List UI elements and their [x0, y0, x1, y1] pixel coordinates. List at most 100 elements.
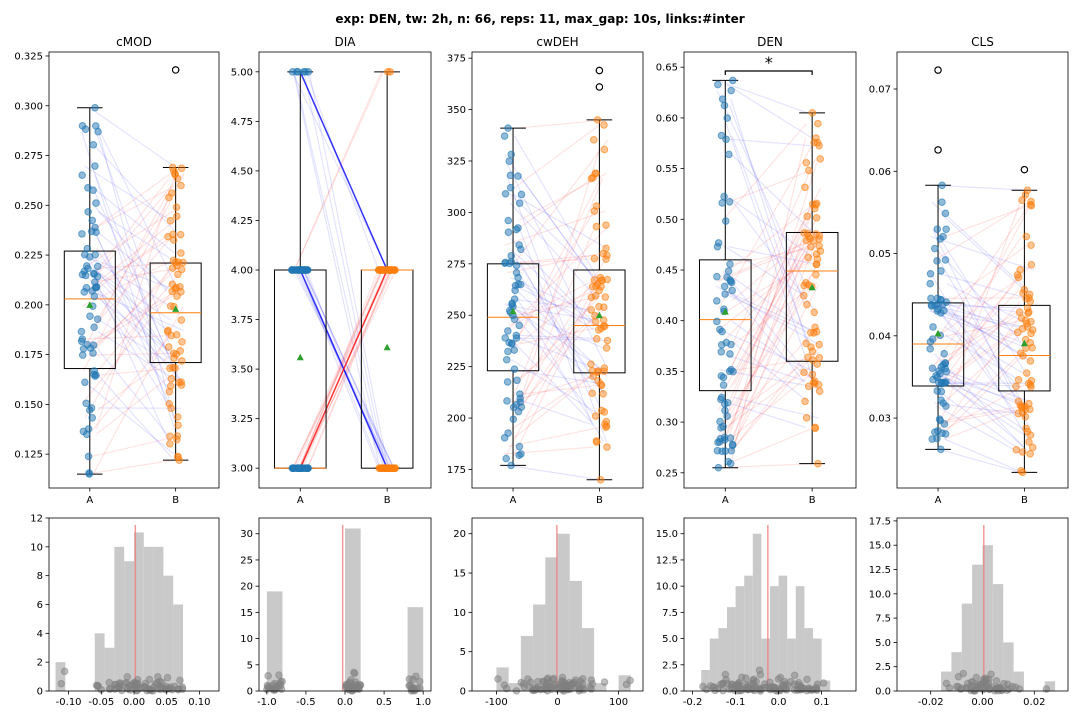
- data-point-B: [598, 325, 605, 332]
- data-point-B: [803, 340, 810, 347]
- data-point-B: [178, 250, 185, 257]
- data-point-A: [85, 453, 92, 460]
- data-point-A: [726, 151, 733, 158]
- y-tick-label: 0.225: [14, 251, 43, 262]
- histogram-bar: [972, 565, 982, 691]
- data-point-B: [381, 267, 388, 274]
- data-point-A: [722, 291, 729, 298]
- data-point-A: [86, 470, 93, 477]
- y-tick-label: 15.0: [869, 541, 891, 552]
- diff-point: [345, 686, 352, 693]
- data-point-B: [174, 175, 181, 182]
- y-tick-label: 0.150: [14, 400, 43, 411]
- data-point-A: [928, 295, 935, 302]
- data-point-B: [597, 476, 604, 483]
- diff-point: [171, 683, 178, 690]
- panel-title: cMOD: [116, 35, 152, 49]
- y-tick-label: 17.5: [869, 516, 891, 527]
- diff-point: [351, 670, 358, 677]
- data-point-B: [601, 122, 608, 129]
- data-point-B: [600, 390, 607, 397]
- data-point-A: [938, 379, 945, 386]
- data-point-A: [727, 261, 734, 268]
- x-tick-label: 100: [609, 697, 628, 708]
- data-point-B: [167, 433, 174, 440]
- data-point-A: [729, 287, 736, 294]
- data-point-A: [933, 372, 940, 379]
- data-point-B: [593, 335, 600, 342]
- data-point-B: [815, 460, 822, 467]
- data-point-A: [83, 263, 90, 270]
- data-point-B: [602, 421, 609, 428]
- data-point-B: [1023, 233, 1030, 240]
- data-point-B: [816, 388, 823, 395]
- data-point-B: [1024, 305, 1031, 312]
- data-point-B: [593, 223, 600, 230]
- data-point-A: [518, 451, 525, 458]
- data-point-B: [806, 167, 813, 174]
- figure-title: exp: DEN, tw: 2h, n: 66, reps: 11, max_g…: [0, 12, 1080, 26]
- y-tick-label: 12.5: [869, 565, 891, 576]
- data-point-B: [1024, 428, 1031, 435]
- diff-point: [960, 670, 967, 677]
- data-point-B: [813, 271, 820, 278]
- data-point-A: [929, 336, 936, 343]
- y-tick-label: 6: [37, 600, 43, 611]
- data-point-B: [1018, 468, 1025, 475]
- data-point-B: [805, 354, 812, 361]
- data-point-A: [302, 465, 309, 472]
- y-tick-label: 4.75: [231, 117, 253, 128]
- data-point-A: [508, 253, 515, 260]
- x-tick-label: 0: [554, 697, 560, 708]
- y-tick-label: 0: [37, 687, 43, 698]
- y-tick-label: 10.0: [656, 582, 678, 593]
- y-tick-label: 0.55: [656, 164, 678, 175]
- data-point-A: [507, 172, 514, 179]
- data-point-B: [807, 329, 814, 336]
- y-tick-label: 0.60: [656, 113, 678, 124]
- y-tick-label: 2.5: [875, 662, 891, 673]
- data-point-A: [91, 324, 98, 331]
- data-point-A: [927, 346, 934, 353]
- data-point-B: [1028, 330, 1035, 337]
- data-point-A: [94, 316, 101, 323]
- data-point-B: [812, 424, 819, 431]
- data-point-B: [812, 201, 819, 208]
- y-tick-label: 0.125: [14, 450, 43, 461]
- data-point-B: [384, 69, 391, 76]
- data-point-A: [721, 102, 728, 109]
- data-point-A: [721, 434, 728, 441]
- data-point-B: [177, 231, 184, 238]
- data-point-B: [603, 345, 610, 352]
- y-tick-label: 0.325: [14, 51, 43, 62]
- data-point-B: [1020, 353, 1027, 360]
- histogram-bar: [144, 547, 154, 691]
- data-point-A: [505, 217, 512, 224]
- diff-point: [970, 687, 977, 694]
- data-point-B: [178, 358, 185, 365]
- x-tick-label: 0.00: [971, 697, 993, 708]
- data-point-A: [300, 267, 307, 274]
- data-point-A: [720, 374, 727, 381]
- data-point-A: [92, 163, 99, 170]
- data-point-B: [1015, 377, 1022, 384]
- diff-point: [757, 671, 764, 678]
- y-tick-label: 0.35: [656, 367, 678, 378]
- data-point-A: [518, 191, 525, 198]
- data-point-B: [801, 292, 808, 299]
- data-point-A: [715, 81, 722, 88]
- data-point-A: [937, 446, 944, 453]
- data-point-A: [89, 415, 96, 422]
- data-point-A: [517, 395, 524, 402]
- y-tick-label: 0.300: [14, 101, 43, 112]
- diff-point: [623, 681, 630, 688]
- y-tick-label: 3.50: [231, 365, 253, 376]
- data-point-A: [503, 356, 510, 363]
- data-point-B: [170, 168, 177, 175]
- data-point-B: [180, 259, 187, 266]
- x-tick-label: 0.0: [771, 697, 787, 708]
- data-point-A: [725, 268, 732, 275]
- data-point-B: [805, 383, 812, 390]
- data-point-A: [89, 217, 96, 224]
- y-tick-label: 0.30: [656, 418, 678, 429]
